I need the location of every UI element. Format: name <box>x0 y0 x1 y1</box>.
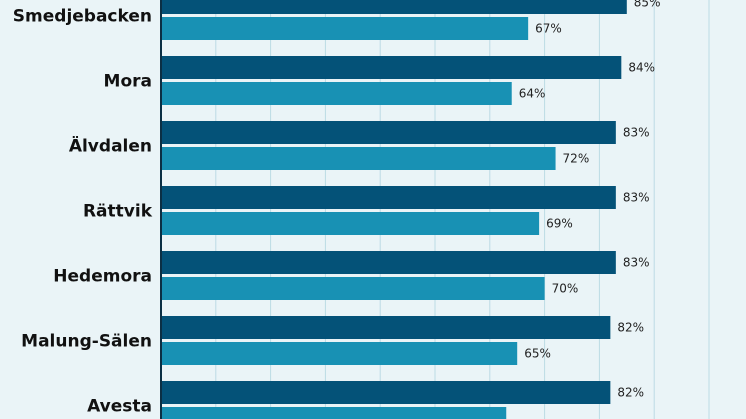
category-label: Rättvik <box>83 202 153 222</box>
bar-group: 82% Avesta <box>87 381 644 419</box>
bar-group: 83% 70% Hedemora <box>53 251 650 300</box>
value-label: 64% <box>519 87 546 101</box>
bar-series-a <box>161 56 622 79</box>
category-label: Hedemora <box>53 267 152 287</box>
value-label: 84% <box>628 61 655 75</box>
value-label: 82% <box>617 321 644 335</box>
value-label: 83% <box>623 256 650 270</box>
bar-series-a <box>161 121 616 144</box>
category-label: Smedjebacken <box>13 7 152 27</box>
bar-series-b <box>161 147 556 170</box>
bar-series-b <box>161 82 512 105</box>
value-label: 65% <box>524 347 551 361</box>
bar-series-a <box>161 251 616 274</box>
bar-group: 83% 72% Älvdalen <box>69 121 650 170</box>
value-label: 85% <box>634 0 661 10</box>
value-label: 70% <box>552 282 579 296</box>
bar-group: 85% 67% Smedjebacken <box>13 0 661 40</box>
bar-group: 83% 69% Rättvik <box>83 186 650 235</box>
category-label: Malung-Sälen <box>21 332 152 352</box>
category-label: Avesta <box>87 397 152 417</box>
bar-series-b <box>161 17 529 40</box>
bar-group: 84% 64% Mora <box>104 56 655 105</box>
value-label: 83% <box>623 191 650 205</box>
bar-series-b <box>161 342 518 365</box>
value-label: 72% <box>563 152 590 166</box>
bar-group: 82% 65% Malung-Sälen <box>21 316 644 365</box>
bar-series-a <box>161 0 627 14</box>
bar-series-a <box>161 381 611 404</box>
value-label: 69% <box>546 217 573 231</box>
bar-series-b <box>161 277 545 300</box>
category-label: Älvdalen <box>69 135 152 157</box>
bar-series-b <box>161 212 540 235</box>
value-label: 67% <box>535 22 562 36</box>
bar-series-b <box>161 407 507 419</box>
bar-series-a <box>161 186 616 209</box>
value-label: 82% <box>617 386 644 400</box>
value-label: 83% <box>623 126 650 140</box>
bar-series-a <box>161 316 611 339</box>
category-label: Mora <box>104 72 152 92</box>
